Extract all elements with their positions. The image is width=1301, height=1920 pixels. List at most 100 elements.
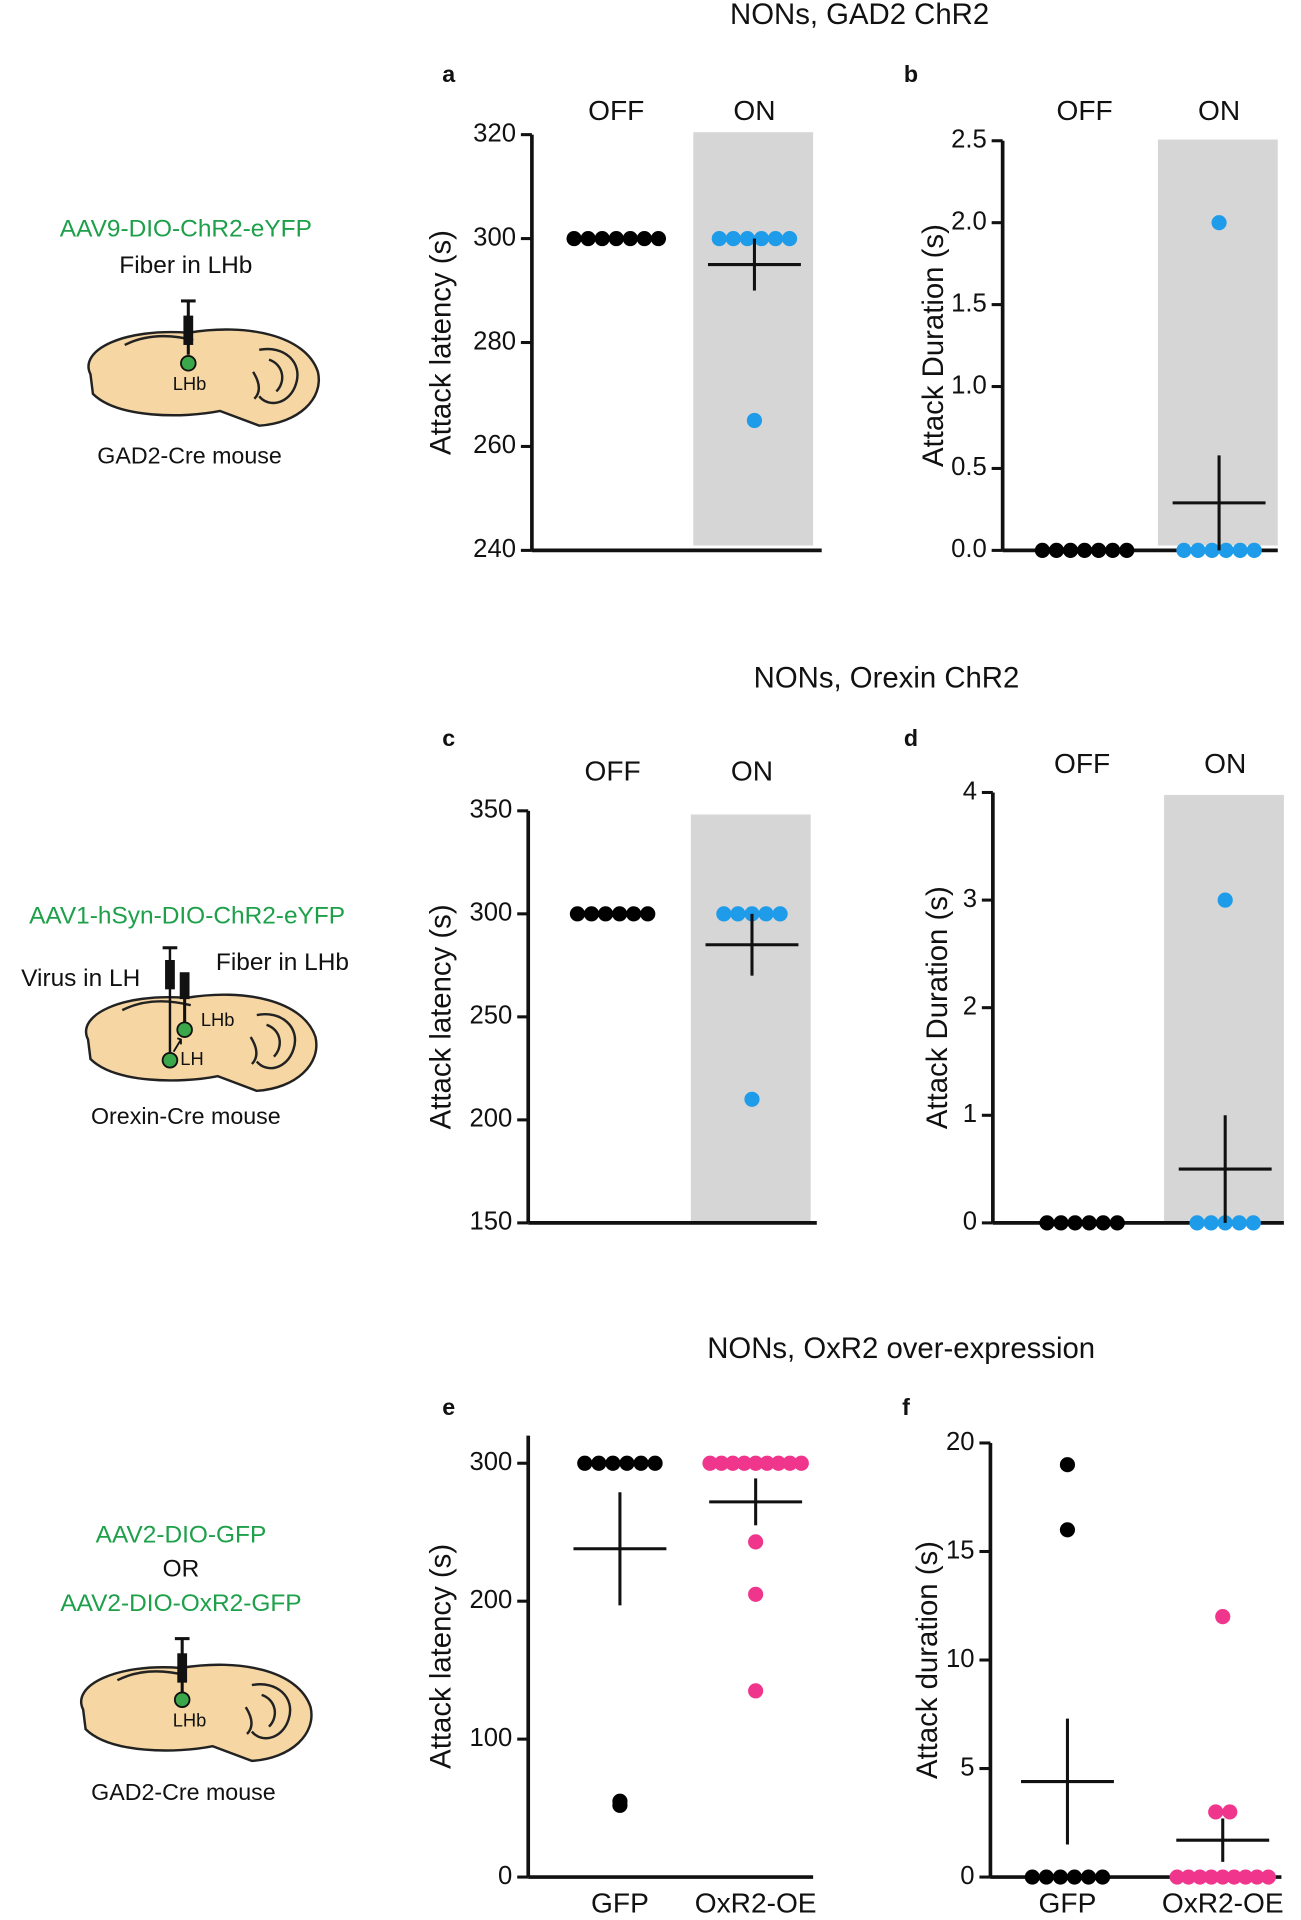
highlight-band bbox=[690, 814, 811, 1223]
data-point bbox=[1105, 542, 1121, 558]
data-point bbox=[1176, 542, 1192, 558]
data-point bbox=[713, 1455, 730, 1471]
injection-site bbox=[161, 1052, 179, 1069]
data-point bbox=[1208, 1804, 1224, 1820]
data-point bbox=[1245, 1215, 1261, 1231]
data-point bbox=[1260, 1869, 1276, 1885]
fiber bbox=[179, 972, 190, 1000]
y-axis-label: Attack latency (s) bbox=[424, 230, 457, 455]
data-point bbox=[1203, 1869, 1219, 1885]
y-tick-label: 240 bbox=[473, 535, 516, 563]
data-point bbox=[591, 1455, 607, 1471]
injection-site bbox=[180, 355, 197, 372]
data-point bbox=[608, 230, 624, 247]
fiber bbox=[183, 315, 194, 345]
data-point bbox=[1039, 1215, 1055, 1231]
data-point bbox=[1249, 1869, 1265, 1885]
y-axis-label: Attack duration (s) bbox=[911, 1541, 944, 1779]
fiber-label: Fiber in LHb bbox=[216, 949, 349, 976]
data-point bbox=[1048, 542, 1065, 558]
y-tick-label: 1.0 bbox=[951, 371, 987, 399]
y-tick-label: 2.0 bbox=[951, 207, 987, 235]
data-point bbox=[748, 1683, 764, 1699]
category-label: GFP bbox=[1039, 1888, 1097, 1919]
y-tick-label: 280 bbox=[473, 327, 516, 355]
data-point bbox=[744, 1091, 760, 1107]
y-tick-label: 350 bbox=[470, 796, 513, 824]
data-point bbox=[758, 906, 774, 922]
fiber-label: Fiber in LHb bbox=[119, 252, 252, 279]
highlight-band bbox=[693, 132, 814, 546]
data-point bbox=[640, 906, 656, 922]
data-point bbox=[748, 1534, 764, 1550]
data-point bbox=[594, 230, 610, 247]
data-point bbox=[636, 230, 652, 247]
y-tick-label: 15 bbox=[946, 1536, 975, 1564]
data-point bbox=[739, 230, 755, 247]
data-point bbox=[1217, 892, 1233, 908]
y-tick-label: 0.5 bbox=[951, 453, 987, 481]
data-point bbox=[746, 412, 763, 429]
y-tick-label: 3 bbox=[963, 885, 977, 913]
data-point bbox=[753, 230, 770, 247]
data-point bbox=[1231, 1215, 1247, 1231]
data-point bbox=[1169, 1869, 1185, 1885]
data-point bbox=[1180, 1869, 1197, 1885]
y-tick-label: 320 bbox=[473, 119, 516, 147]
virus-label: AAV1-hSyn-DIO-ChR2-eYFP bbox=[29, 903, 345, 930]
data-point bbox=[725, 230, 741, 247]
data-point bbox=[1095, 1869, 1111, 1885]
data-point bbox=[1211, 215, 1227, 231]
y-tick-label: 0 bbox=[960, 1862, 974, 1890]
data-point bbox=[1215, 1609, 1231, 1625]
data-point bbox=[770, 1455, 787, 1471]
data-point bbox=[1038, 1869, 1054, 1885]
y-tick-label: 200 bbox=[470, 1586, 513, 1614]
data-point bbox=[626, 906, 642, 922]
region-label: LHb bbox=[173, 373, 207, 394]
data-point bbox=[1222, 1804, 1238, 1820]
category-label: GFP bbox=[591, 1888, 649, 1919]
data-point bbox=[1192, 1869, 1208, 1885]
category-label: ON bbox=[1204, 748, 1246, 779]
panel-label: f bbox=[902, 1394, 910, 1420]
virus-label: AAV9-DIO-ChR2-eYFP bbox=[60, 215, 312, 242]
data-point bbox=[1053, 1215, 1069, 1231]
virus-site-label: Virus in LH bbox=[21, 965, 140, 992]
projection-arrow bbox=[172, 1037, 182, 1053]
y-tick-label: 4 bbox=[963, 777, 977, 805]
y-tick-label: 0.0 bbox=[951, 535, 987, 563]
data-point bbox=[1119, 542, 1135, 558]
data-point bbox=[716, 906, 732, 922]
virus-label: AAV2-DIO-GFP bbox=[96, 1521, 267, 1548]
data-point bbox=[1095, 1215, 1111, 1231]
y-tick-label: 250 bbox=[470, 1002, 513, 1030]
data-point bbox=[580, 230, 596, 247]
data-point bbox=[1091, 542, 1107, 558]
y-tick-label: 300 bbox=[470, 1448, 513, 1476]
y-axis-label: Attack latency (s) bbox=[424, 1544, 457, 1769]
y-tick-label: 200 bbox=[470, 1105, 513, 1133]
category-label: OFF bbox=[1056, 95, 1112, 126]
section-title: NONs, OxR2 over-expression bbox=[707, 1332, 1095, 1365]
data-point bbox=[1204, 542, 1220, 558]
data-point bbox=[569, 906, 586, 922]
data-point bbox=[566, 230, 582, 247]
data-point bbox=[647, 1455, 663, 1471]
y-tick-label: 100 bbox=[470, 1724, 513, 1752]
data-point bbox=[619, 1455, 635, 1471]
injection-site bbox=[173, 1691, 191, 1709]
category-label: ON bbox=[731, 755, 773, 786]
data-point bbox=[1024, 1869, 1040, 1885]
or-label: OR bbox=[163, 1556, 200, 1583]
y-tick-label: 300 bbox=[473, 223, 516, 251]
category-label: OxR2-OE bbox=[1162, 1888, 1284, 1919]
category-label: OFF bbox=[588, 95, 644, 126]
region-label: LH bbox=[180, 1048, 203, 1069]
data-point bbox=[725, 1455, 741, 1471]
data-point bbox=[730, 906, 746, 922]
data-point bbox=[711, 230, 727, 247]
data-point bbox=[1190, 542, 1206, 558]
data-point bbox=[650, 230, 667, 247]
